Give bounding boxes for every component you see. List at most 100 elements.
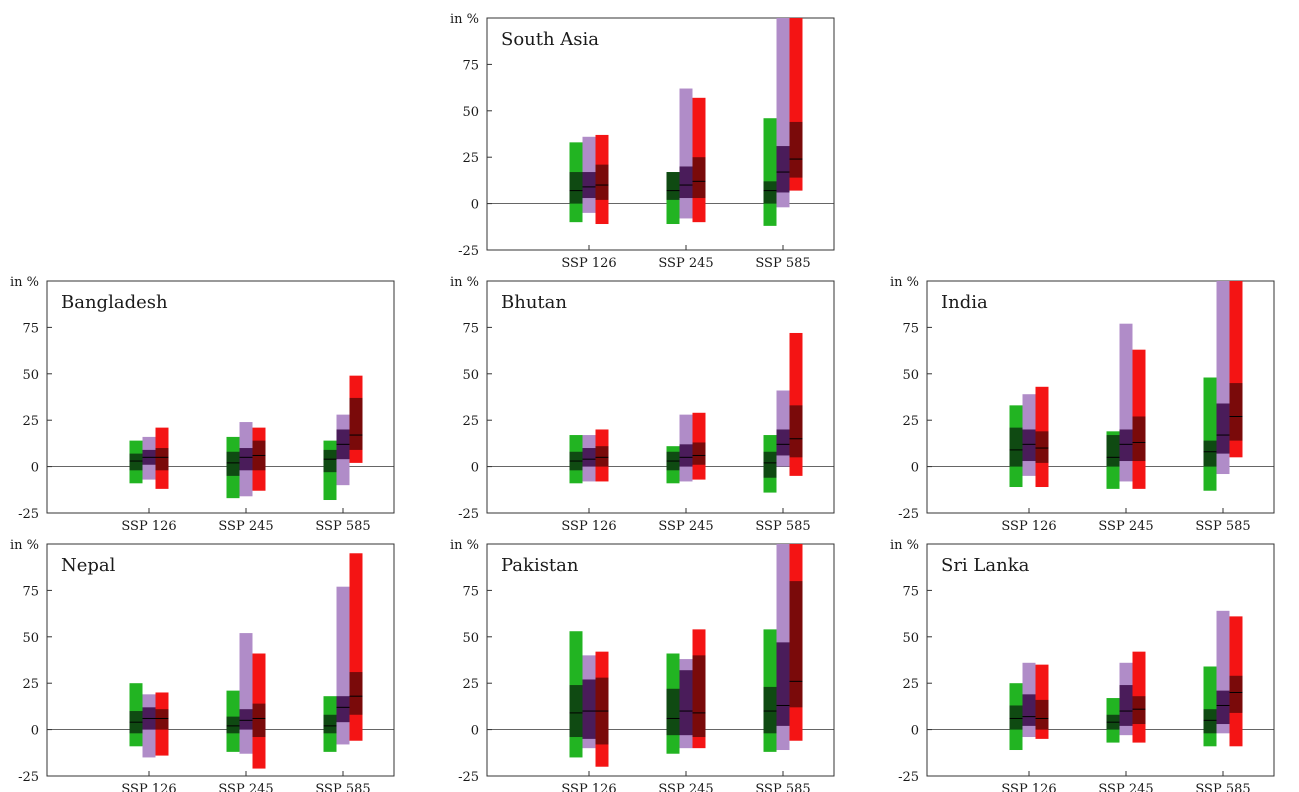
chart-panel: -25 0 25 50 75 in % Nepal SSP 126 SSP 245 SSP 585 <box>10 538 394 792</box>
interquartile-bar <box>790 405 803 457</box>
y-tick-label: 75 <box>462 58 479 73</box>
interquartile-bar <box>693 655 706 737</box>
interquartile-bar <box>1120 429 1133 461</box>
interquartile-bar <box>1204 709 1217 733</box>
y-tick-label: 75 <box>22 584 39 599</box>
panel-title: Sri Lanka <box>941 555 1030 576</box>
range-bar <box>1204 666 1217 746</box>
interquartile-bar <box>1023 694 1036 726</box>
y-tick-label: 50 <box>902 368 919 383</box>
x-tick-label: SSP 245 <box>658 782 713 792</box>
interquartile-bar <box>240 448 253 470</box>
y-tick-label: -25 <box>458 244 479 259</box>
x-tick-label: SSP 245 <box>658 519 713 534</box>
y-tick-label: 0 <box>471 461 479 476</box>
chart-panel: -25 0 25 50 75 in % Bhutan SSP 126 SSP 245 SSP 58… <box>450 275 834 534</box>
interquartile-bar <box>350 398 363 450</box>
y-tick-label: 25 <box>462 414 479 429</box>
x-tick-label: SSP 585 <box>1195 519 1250 534</box>
y-tick-label: 50 <box>22 631 39 646</box>
interquartile-bar <box>1010 705 1023 729</box>
chart-panel: -25 0 25 50 75 in % Bangladesh SSP 126 SSP 245 SS… <box>10 275 394 534</box>
interquartile-bar <box>1133 416 1146 461</box>
interquartile-bar <box>596 446 609 466</box>
x-tick-label: SSP 245 <box>1098 782 1153 792</box>
interquartile-bar <box>1107 435 1120 467</box>
y-tick-label: -25 <box>898 507 919 522</box>
x-tick-label: SSP 245 <box>658 256 713 271</box>
interquartile-bar <box>693 157 706 198</box>
y-tick-label: 25 <box>902 414 919 429</box>
y-tick-label: 25 <box>22 414 39 429</box>
interquartile-bar <box>570 172 583 204</box>
y-tick-label: 75 <box>462 321 479 336</box>
y-tick-label: 75 <box>462 584 479 599</box>
y-tick-label: 50 <box>902 631 919 646</box>
x-tick-label: SSP 585 <box>755 256 810 271</box>
interquartile-bar <box>680 166 693 198</box>
y-axis-label: in % <box>890 275 919 290</box>
interquartile-bar <box>240 709 253 729</box>
x-tick-label: SSP 126 <box>121 782 176 792</box>
y-axis-label: in % <box>890 538 919 553</box>
interquartile-bar <box>1217 403 1230 453</box>
x-tick-label: SSP 245 <box>1098 519 1153 534</box>
interquartile-bar <box>324 450 337 472</box>
interquartile-bar <box>350 672 363 715</box>
panel-title: South Asia <box>501 29 599 50</box>
y-tick-label: -25 <box>458 507 479 522</box>
y-tick-label: -25 <box>18 770 39 785</box>
interquartile-bar <box>1230 383 1243 441</box>
chart-panel: -25 0 25 50 75 in % India SSP 126 SSP 245 SSP 585 <box>890 275 1274 534</box>
y-tick-label: 75 <box>902 584 919 599</box>
interquartile-bar <box>583 679 596 738</box>
y-tick-label: -25 <box>898 770 919 785</box>
interquartile-bar <box>337 696 350 722</box>
y-axis-label: in % <box>450 12 479 27</box>
interquartile-bar <box>253 704 266 737</box>
interquartile-bar <box>596 165 609 200</box>
interquartile-bar <box>1023 429 1036 461</box>
y-tick-label: 50 <box>462 631 479 646</box>
interquartile-bar <box>227 452 240 476</box>
interquartile-bar <box>1217 691 1230 724</box>
interquartile-bar <box>777 429 790 455</box>
y-tick-label: 50 <box>462 368 479 383</box>
y-tick-label: 25 <box>462 677 479 692</box>
interquartile-bar <box>583 172 596 198</box>
interquartile-bar <box>570 685 583 737</box>
interquartile-bar <box>1120 685 1133 726</box>
interquartile-bar <box>790 581 803 707</box>
interquartile-bar <box>777 642 790 726</box>
y-tick-label: 0 <box>471 198 479 213</box>
x-tick-label: SSP 126 <box>1001 519 1056 534</box>
interquartile-bar <box>667 689 680 735</box>
x-tick-label: SSP 585 <box>755 782 810 792</box>
y-tick-label: 0 <box>471 724 479 739</box>
y-axis-label: in % <box>10 538 39 553</box>
x-tick-label: SSP 585 <box>755 519 810 534</box>
x-tick-label: SSP 245 <box>218 782 273 792</box>
x-tick-label: SSP 585 <box>1195 782 1250 792</box>
y-tick-label: 75 <box>22 321 39 336</box>
interquartile-bar <box>1036 700 1049 730</box>
panel-title: India <box>941 292 988 313</box>
x-tick-label: SSP 126 <box>561 519 616 534</box>
interquartile-bar <box>1010 428 1023 467</box>
interquartile-bar <box>583 448 596 467</box>
interquartile-bar <box>667 172 680 200</box>
interquartile-bar <box>764 452 777 478</box>
y-tick-label: 25 <box>462 151 479 166</box>
range-bar <box>1204 378 1217 491</box>
x-tick-label: SSP 245 <box>218 519 273 534</box>
range-bar <box>680 89 693 219</box>
x-tick-label: SSP 126 <box>561 256 616 271</box>
y-axis-label: in % <box>450 538 479 553</box>
interquartile-bar <box>156 448 169 470</box>
interquartile-bar <box>156 709 169 729</box>
interquartile-bar <box>1133 696 1146 724</box>
interquartile-bar <box>777 146 790 192</box>
interquartile-bar <box>680 670 693 735</box>
interquartile-bar <box>1204 441 1217 467</box>
